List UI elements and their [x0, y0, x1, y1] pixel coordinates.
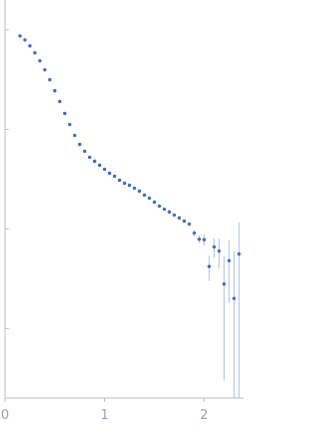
point	[63, 111, 67, 116]
point	[182, 219, 186, 223]
point	[202, 237, 206, 242]
point	[152, 200, 157, 204]
point	[92, 159, 97, 163]
x-tick-label: 1	[100, 408, 108, 423]
point	[97, 163, 102, 167]
point	[43, 68, 47, 72]
point	[77, 142, 82, 147]
point	[112, 174, 117, 178]
point	[187, 222, 191, 226]
point	[157, 204, 162, 208]
chart: 0 1 2	[1, 0, 244, 423]
point	[33, 51, 37, 55]
point	[222, 282, 226, 286]
point	[162, 207, 167, 211]
point	[18, 34, 22, 38]
x-tick-label: 0	[1, 408, 9, 423]
point	[147, 196, 152, 200]
point	[23, 38, 27, 42]
point	[38, 59, 42, 63]
point	[142, 193, 147, 197]
point	[117, 178, 122, 182]
point	[212, 245, 216, 249]
point	[68, 122, 72, 127]
point	[58, 99, 62, 104]
point	[82, 149, 87, 154]
point	[232, 296, 236, 301]
point	[167, 210, 172, 214]
point	[107, 171, 112, 175]
point	[172, 213, 176, 217]
point	[217, 249, 221, 253]
point	[102, 167, 107, 171]
point	[227, 258, 231, 263]
point	[237, 252, 241, 256]
point	[207, 264, 211, 269]
point	[132, 186, 137, 190]
point	[127, 183, 132, 187]
point	[73, 133, 77, 138]
point	[137, 189, 142, 193]
point	[28, 44, 32, 48]
point	[177, 216, 181, 220]
point	[87, 155, 92, 159]
point	[48, 78, 52, 82]
point	[122, 181, 127, 185]
point	[192, 231, 196, 235]
point	[197, 237, 201, 241]
point	[53, 89, 57, 93]
x-tick-label: 2	[200, 408, 208, 423]
